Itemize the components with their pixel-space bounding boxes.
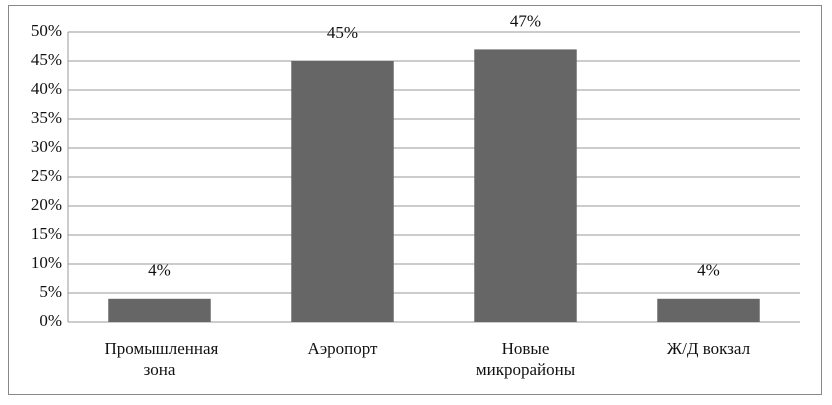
y-tick-label: 30% xyxy=(31,137,62,156)
value-label: 45% xyxy=(327,23,358,42)
x-tick-label: Промышленная зона xyxy=(104,339,219,379)
y-tick-label: 5% xyxy=(39,282,62,301)
bar xyxy=(657,298,760,322)
y-tick-label: 10% xyxy=(31,253,62,272)
bar xyxy=(108,298,211,322)
y-tick-label: 45% xyxy=(31,50,62,69)
bar xyxy=(474,49,577,323)
value-label: 47% xyxy=(510,11,541,30)
x-tick-label: Новые микрорайоны xyxy=(475,339,576,379)
value-label: 4% xyxy=(148,261,171,280)
y-tick-label: 15% xyxy=(31,224,62,243)
y-tick-label: 40% xyxy=(31,79,62,98)
value-label: 4% xyxy=(697,261,720,280)
x-tick-label: Ж/Д вокзал xyxy=(666,339,751,358)
chart-border xyxy=(8,5,822,395)
y-tick-label: 35% xyxy=(31,108,62,127)
y-tick-label: 25% xyxy=(31,166,62,185)
y-tick-label: 0% xyxy=(39,311,62,330)
bar xyxy=(291,61,394,322)
x-tick-label: Аэропорт xyxy=(307,339,378,358)
y-tick-label: 20% xyxy=(31,195,62,214)
y-tick-label: 50% xyxy=(31,21,62,40)
